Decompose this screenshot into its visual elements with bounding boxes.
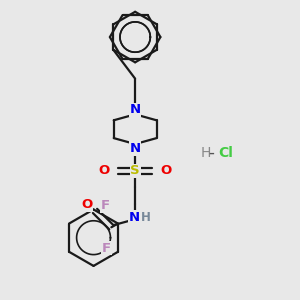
Text: S: S (130, 164, 140, 177)
Text: O: O (81, 199, 92, 212)
Text: -: - (208, 144, 214, 162)
Text: N: N (130, 142, 141, 155)
Text: O: O (161, 164, 172, 177)
Text: H: H (141, 211, 151, 224)
Text: N: N (130, 103, 141, 116)
Text: F: F (100, 200, 110, 212)
Text: H: H (200, 146, 211, 160)
Text: F: F (102, 242, 111, 255)
Text: N: N (129, 211, 140, 224)
Text: O: O (98, 164, 110, 177)
Text: Cl: Cl (218, 146, 233, 160)
